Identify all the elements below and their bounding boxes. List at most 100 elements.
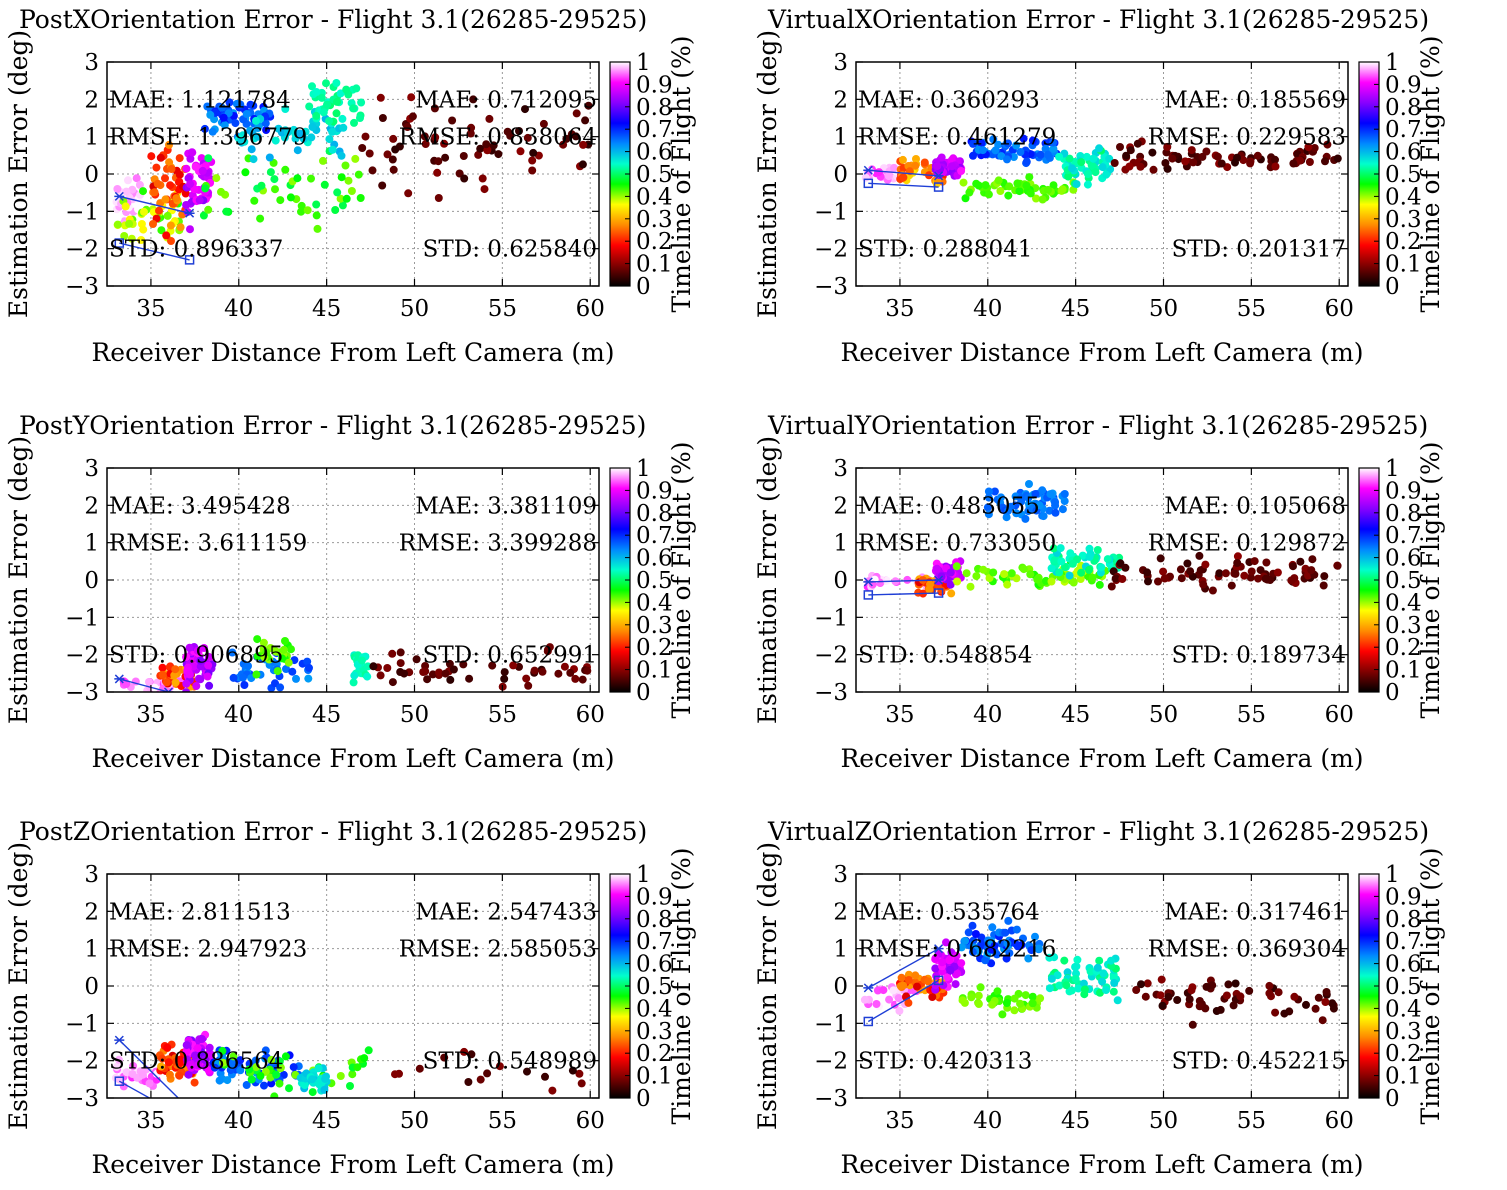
- scatter-point: [583, 666, 592, 675]
- series-line-2: [868, 182, 939, 188]
- scatter-point: [897, 973, 906, 982]
- scatter-point: [1161, 159, 1170, 167]
- y-tick-label: −3: [814, 680, 848, 706]
- scatter-point: [308, 1088, 317, 1097]
- colorbar-tick-label: 0.4: [1385, 590, 1422, 616]
- scatter-point: [250, 196, 259, 205]
- scatter-point: [988, 1000, 997, 1009]
- scatter-point: [404, 189, 413, 198]
- scatter-point: [313, 224, 322, 233]
- scatter-point: [115, 1055, 123, 1064]
- scatter-point: [1133, 139, 1142, 148]
- scatter-point: [175, 1071, 184, 1080]
- scatter-point: [220, 121, 229, 130]
- series-line-2-marker: [863, 178, 874, 189]
- scatter-point: [383, 150, 392, 159]
- colorbar-tick-label: 0.9: [636, 478, 673, 504]
- panel-3: 35 40 45 50 55 60 −3 −2 −1 0 1 2 3 PostYOrientation E…: [4, 411, 696, 773]
- scatter-point: [1122, 151, 1131, 160]
- scatter-point: [156, 153, 165, 162]
- scatter-point: [1002, 954, 1011, 963]
- mae-left: MAE: 3.495428: [109, 493, 291, 519]
- scatter-point: [137, 236, 146, 244]
- scatter-point: [885, 995, 894, 1004]
- scatter-point: [261, 119, 270, 128]
- x-tick-label: 55: [1237, 702, 1266, 728]
- scatter-point: [153, 179, 162, 188]
- scatter-point: [971, 930, 980, 938]
- scatter-point: [358, 144, 367, 152]
- scatter-point: [132, 174, 141, 183]
- x-tick-label: 55: [488, 1108, 517, 1134]
- scatter-point: [272, 1070, 281, 1079]
- scatter-point: [459, 152, 468, 160]
- scatter-point: [1157, 975, 1166, 984]
- scatter-point: [158, 663, 167, 672]
- chart-title: PostYOrientation Error - Flight 3.1(2628…: [19, 411, 646, 440]
- scatter-point: [953, 577, 962, 586]
- x-tick-label: 50: [1149, 1108, 1178, 1134]
- scatter-point: [469, 95, 478, 104]
- scatter-point: [1271, 155, 1279, 164]
- scatter-point: [1143, 979, 1152, 988]
- scatter-point: [342, 85, 351, 94]
- scatter-point: [1022, 181, 1031, 190]
- scatter-point: [1036, 150, 1045, 159]
- mae-right: MAE: 0.317461: [1164, 899, 1346, 925]
- scatter-point: [275, 1057, 284, 1066]
- scatter-point: [308, 1075, 317, 1084]
- scatter-point: [962, 569, 971, 578]
- scatter-point: [1077, 158, 1086, 167]
- scatter-point: [1019, 565, 1028, 574]
- std-right: STD: 0.201317: [1172, 237, 1346, 263]
- x-axis-label: Receiver Distance From Left Camera (m): [840, 744, 1363, 773]
- scatter-point: [584, 101, 593, 110]
- scatter-point: [346, 1082, 354, 1090]
- mae-left: MAE: 2.811513: [109, 899, 291, 925]
- scatter-point: [187, 1063, 196, 1072]
- scatter-point: [278, 654, 287, 663]
- scatter-point: [249, 101, 258, 110]
- y-tick-label: 1: [84, 937, 99, 963]
- scatter-point: [328, 145, 337, 154]
- scatter-point: [162, 231, 171, 240]
- scatter-point: [185, 643, 194, 652]
- scatter-point: [1289, 159, 1298, 168]
- colorbar-tick-label: 0: [1385, 1086, 1400, 1112]
- scatter-point: [204, 205, 213, 214]
- scatter-point: [435, 668, 443, 677]
- scatter-point: [993, 987, 1002, 996]
- scatter-point: [571, 132, 580, 141]
- scatter-point: [292, 674, 300, 683]
- y-tick-label: 3: [84, 50, 99, 76]
- y-tick-label: −1: [65, 1011, 99, 1037]
- scatter-point: [170, 671, 179, 680]
- scatter-point: [1287, 576, 1296, 585]
- scatter-point: [972, 179, 981, 188]
- scatter-point: [1186, 567, 1195, 576]
- scatter-point: [997, 939, 1006, 948]
- scatter-point: [171, 678, 180, 687]
- scatter-point: [575, 1069, 584, 1078]
- y-tick-label: 2: [833, 87, 848, 113]
- scatter-point: [952, 562, 961, 571]
- scatter-point: [1198, 152, 1207, 161]
- scatter-point: [242, 110, 251, 118]
- scatter-point: [349, 104, 358, 113]
- scatter-point: [236, 1056, 245, 1065]
- scatter-point: [1231, 158, 1239, 167]
- scatter-point: [167, 165, 176, 173]
- scatter-point: [994, 176, 1003, 185]
- scatter-point: [138, 1070, 147, 1079]
- scatter-point: [360, 1054, 369, 1063]
- scatter-point: [1055, 152, 1064, 161]
- y-tick-label: 0: [84, 162, 99, 188]
- scatter-point: [1126, 146, 1135, 155]
- scatter-point: [229, 673, 238, 682]
- scatter-point: [338, 201, 347, 210]
- y-tick-label: −1: [65, 605, 99, 631]
- x-axis-label: Receiver Distance From Left Camera (m): [840, 1150, 1363, 1179]
- scatter-point: [945, 956, 954, 965]
- mae-left: MAE: 0.535764: [858, 899, 1040, 925]
- scatter-point: [1003, 939, 1012, 948]
